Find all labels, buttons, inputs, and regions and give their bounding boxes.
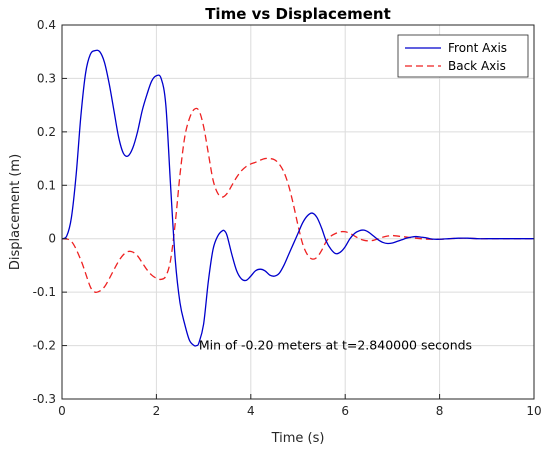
legend-label-front-axis: Front Axis (448, 41, 507, 55)
legend-label-back-axis: Back Axis (448, 59, 506, 73)
chart-title: Time vs Displacement (205, 5, 391, 23)
ticks: 0 2 4 6 8 10 -0.3 -0.2 -0.1 0 0.1 0.2 0.3 0.4 (33, 18, 542, 418)
y-tick-label: -0.3 (33, 392, 56, 406)
y-tick-label: -0.1 (33, 285, 56, 299)
x-tick-label: 4 (247, 404, 255, 418)
legend-box (397, 34, 529, 78)
plot-area (62, 25, 534, 399)
x-tick-label: 6 (341, 404, 349, 418)
y-tick-label: 0.3 (37, 71, 56, 85)
y-tick-label: 0.2 (37, 125, 56, 139)
y-tick-label: 0.1 (37, 178, 56, 192)
x-tick-label: 0 (58, 404, 66, 418)
legend: Front Axis Back Axis (397, 34, 529, 78)
x-axis-label: Time (s) (271, 431, 325, 446)
x-tick-label: 2 (153, 404, 161, 418)
x-tick-label: 10 (526, 404, 541, 418)
series-line-front-axis (61, 49, 534, 347)
y-tick-label: -0.2 (33, 339, 56, 353)
x-tick-label: 8 (436, 404, 444, 418)
series-line-back-axis (61, 107, 534, 294)
min-annotation: Min of -0.20 meters at t=2.840000 second… (199, 338, 472, 353)
y-axis-label: Displacement (m) (8, 154, 23, 270)
y-tick-label: 0 (48, 232, 56, 246)
plot-frame (61, 24, 535, 400)
series-layer (61, 49, 534, 347)
y-tick-label: 0.4 (37, 18, 56, 32)
